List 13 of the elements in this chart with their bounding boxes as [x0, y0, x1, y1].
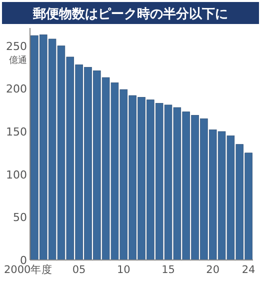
x-tick-label: 2000年度 — [4, 263, 53, 276]
x-tick-label: 20 — [206, 264, 220, 276]
x-tick-label: 15 — [162, 264, 175, 276]
x-tick-label: 10 — [116, 264, 130, 276]
y-tick-label: 150 — [6, 126, 27, 139]
x-tick-label: 24 — [242, 264, 256, 276]
y-tick-label: 250 — [6, 40, 27, 53]
x-tick-label: 05 — [72, 264, 86, 276]
y-tick-label: 50 — [13, 211, 27, 224]
y-tick-label: 100 — [6, 168, 27, 182]
chart-title: 郵便物数はピーク時の半分以下に — [32, 6, 228, 22]
y-axis-title: 億通 — [9, 54, 27, 66]
y-tick-label: 200 — [6, 82, 27, 96]
